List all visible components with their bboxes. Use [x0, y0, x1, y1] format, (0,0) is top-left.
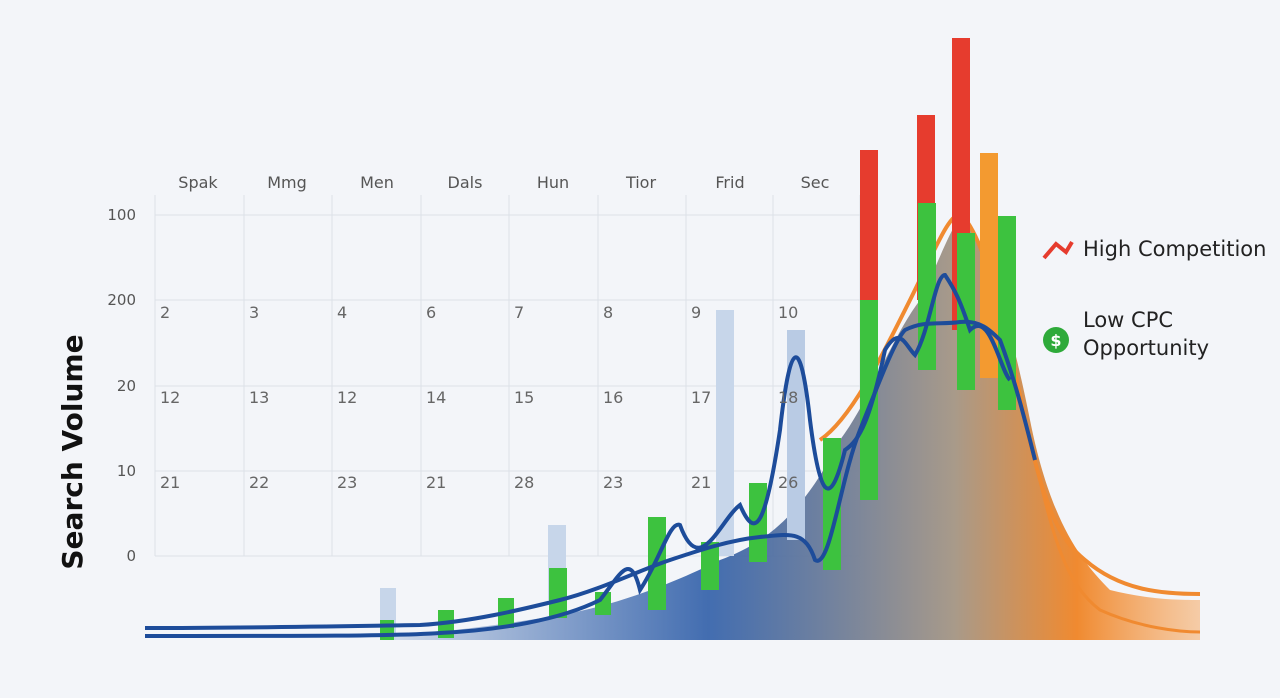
- bars: [380, 38, 1016, 640]
- day-number: 3: [249, 303, 259, 322]
- day-number: 26: [778, 473, 798, 492]
- column-header: Men: [360, 173, 394, 192]
- bar: [957, 233, 975, 390]
- bar: [549, 568, 567, 618]
- day-number: 7: [514, 303, 524, 322]
- y-tick-label: 200: [107, 291, 136, 309]
- day-number: 4: [337, 303, 347, 322]
- day-number: 12: [160, 388, 180, 407]
- legend-icon: [1042, 240, 1074, 260]
- column-header: Frid: [715, 173, 744, 192]
- column-header: Hun: [537, 173, 569, 192]
- day-number: 12: [337, 388, 357, 407]
- bar: [595, 592, 611, 615]
- legend-label: High Competition: [1083, 237, 1266, 261]
- day-number: 8: [603, 303, 613, 322]
- y-axis-label: Search Volume: [56, 334, 89, 569]
- bar: [860, 150, 878, 300]
- day-number: 17: [691, 388, 711, 407]
- bar: [918, 203, 936, 370]
- bar: [860, 300, 878, 500]
- day-number: 18: [778, 388, 798, 407]
- day-number: 23: [603, 473, 623, 492]
- legend-icons: $: [1042, 240, 1074, 353]
- column-header: Sec: [801, 173, 830, 192]
- day-number: 10: [778, 303, 798, 322]
- bar: [701, 542, 719, 590]
- day-number: 21: [160, 473, 180, 492]
- day-number: 23: [337, 473, 357, 492]
- y-tick-label: 20: [117, 377, 136, 395]
- day-number: 6: [426, 303, 436, 322]
- column-header: Tior: [625, 173, 657, 192]
- day-number: 9: [691, 303, 701, 322]
- bar: [823, 438, 841, 570]
- day-number: 21: [691, 473, 711, 492]
- legend-icon-glyph: $: [1050, 331, 1061, 350]
- y-tick-label: 100: [107, 206, 136, 224]
- column-header: Mmg: [267, 173, 307, 192]
- y-tick-label: 10: [117, 462, 136, 480]
- bar: [787, 330, 805, 540]
- day-number: 2: [160, 303, 170, 322]
- day-number: 16: [603, 388, 623, 407]
- day-number: 14: [426, 388, 446, 407]
- legend-label: Low CPC: [1083, 308, 1173, 332]
- day-number: 21: [426, 473, 446, 492]
- legend-label: Opportunity: [1083, 336, 1209, 360]
- day-number: 28: [514, 473, 534, 492]
- bar: [980, 153, 998, 378]
- day-number: 22: [249, 473, 269, 492]
- legend-icon: [1043, 327, 1069, 353]
- blue-line-2: [144, 272, 1012, 638]
- column-header: Dals: [448, 173, 483, 192]
- orange-line-2: [1028, 439, 1201, 634]
- bar: [716, 310, 734, 556]
- day-number: 13: [249, 388, 269, 407]
- day-number: 15: [514, 388, 534, 407]
- y-tick-label: 0: [126, 547, 136, 565]
- column-header: Spak: [178, 173, 218, 192]
